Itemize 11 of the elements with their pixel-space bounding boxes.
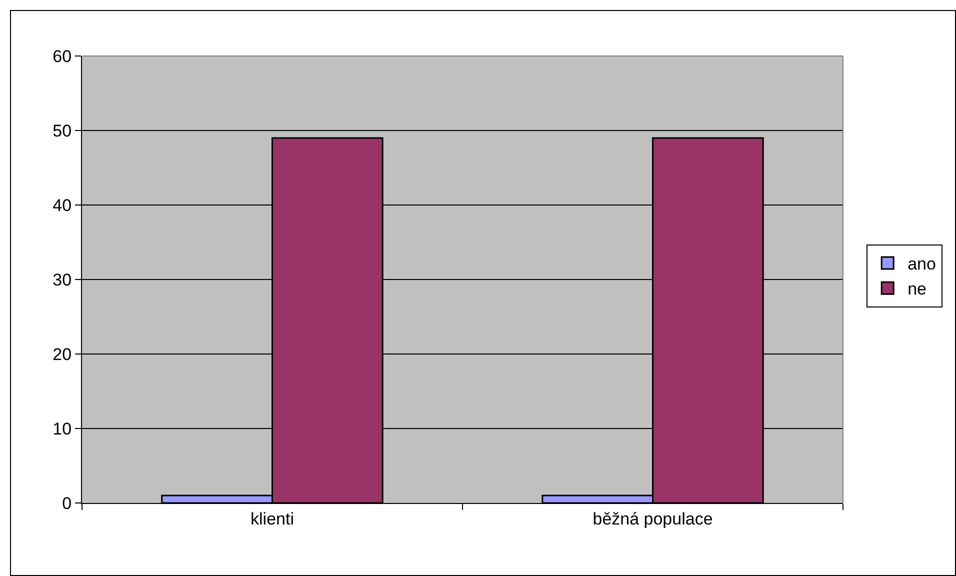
y-tick-label: 0 <box>62 494 72 513</box>
y-tick-label: 10 <box>52 419 72 438</box>
legend-label: ano <box>908 254 936 274</box>
x-tick-label: klienti <box>250 509 294 528</box>
x-tick-label: běžná populace <box>592 509 713 528</box>
y-tick-label: 50 <box>52 121 72 140</box>
y-tick-label: 30 <box>52 270 72 290</box>
y-tick-label: 60 <box>52 46 72 66</box>
y-tick-label: 20 <box>52 344 72 364</box>
y-tick-label: 40 <box>52 196 72 215</box>
legend-label: ne <box>908 280 927 299</box>
